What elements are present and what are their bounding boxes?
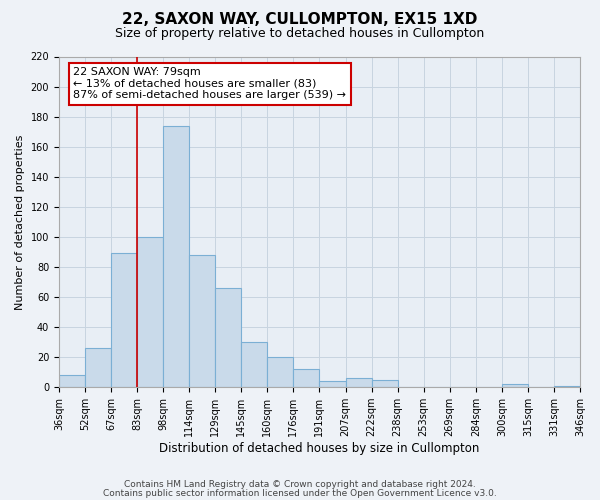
Text: 22, SAXON WAY, CULLOMPTON, EX15 1XD: 22, SAXON WAY, CULLOMPTON, EX15 1XD: [122, 12, 478, 28]
Text: Contains public sector information licensed under the Open Government Licence v3: Contains public sector information licen…: [103, 488, 497, 498]
Bar: [215, 288, 241, 387]
Text: 22 SAXON WAY: 79sqm
← 13% of detached houses are smaller (83)
87% of semi-detach: 22 SAXON WAY: 79sqm ← 13% of detached ho…: [73, 67, 346, 100]
Bar: [85, 348, 111, 387]
Bar: [554, 386, 580, 387]
Bar: [346, 378, 371, 387]
X-axis label: Distribution of detached houses by size in Cullompton: Distribution of detached houses by size …: [159, 442, 479, 455]
Bar: [502, 384, 528, 387]
Bar: [59, 375, 85, 387]
Bar: [137, 237, 163, 387]
Bar: [163, 126, 189, 387]
Bar: [319, 381, 346, 387]
Bar: [268, 357, 293, 387]
Bar: [241, 342, 268, 387]
Bar: [111, 254, 137, 387]
Bar: [371, 380, 398, 387]
Bar: [189, 255, 215, 387]
Text: Size of property relative to detached houses in Cullompton: Size of property relative to detached ho…: [115, 28, 485, 40]
Y-axis label: Number of detached properties: Number of detached properties: [15, 134, 25, 310]
Text: Contains HM Land Registry data © Crown copyright and database right 2024.: Contains HM Land Registry data © Crown c…: [124, 480, 476, 489]
Bar: [293, 369, 319, 387]
